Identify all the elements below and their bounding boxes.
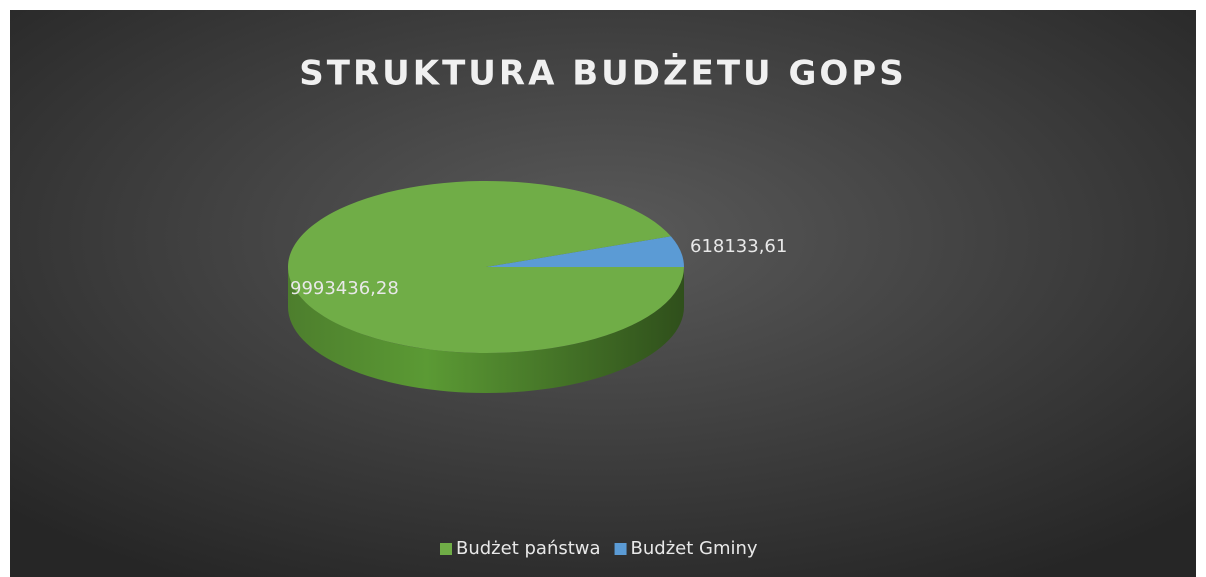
chart-title: STRUKTURA BUDŻETU GOPS	[299, 53, 906, 94]
pie-side	[288, 267, 684, 393]
legend-swatch	[440, 543, 452, 555]
pie-slice	[486, 236, 684, 267]
data-label: 618133,61	[690, 236, 787, 257]
pie-slice	[288, 181, 684, 354]
legend-label: Budżet państwa	[456, 538, 601, 559]
legend-swatch	[614, 543, 627, 555]
legend-label: Budżet Gminy	[631, 538, 758, 559]
data-label: 9993436,28	[290, 278, 399, 299]
